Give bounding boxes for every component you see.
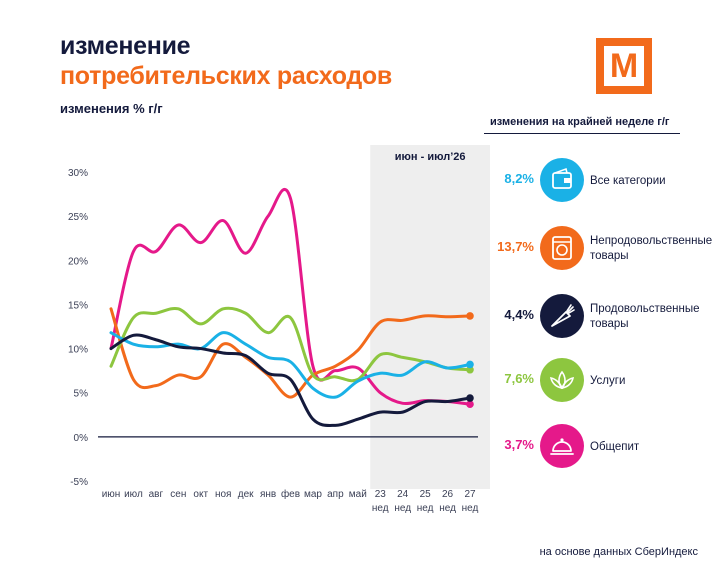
x-tick-label: янв: [260, 489, 276, 500]
y-tick-label: 25%: [68, 212, 88, 223]
legend-icon-circle: [540, 294, 584, 338]
legend-label: Услуги: [590, 375, 626, 387]
series-end-point-3: [466, 360, 474, 369]
x-tick-label: июл: [124, 489, 143, 500]
x-tick-label: 27: [464, 489, 476, 500]
y-tick-label: 5%: [74, 389, 89, 400]
series-end-point-1: [466, 312, 474, 320]
x-tick-label: окт: [193, 489, 208, 500]
legend-item-nonfood: 13,7% Непродовольственные товары: [490, 226, 712, 274]
legend-item-catering: 3,7% Общепит: [490, 424, 710, 472]
carrot-icon: [551, 304, 575, 327]
legend-label-line: Продовольственные: [590, 303, 700, 315]
legend-icon-circle: [540, 424, 584, 468]
logo-inner: [604, 46, 644, 86]
highlight-label: июн - июл’26: [395, 151, 466, 163]
x-tick-label: дек: [238, 489, 254, 500]
cloche-icon: [550, 438, 574, 455]
x-tick-label: сен: [170, 489, 186, 500]
x-tick-sublabel: нед: [394, 503, 411, 514]
washing-machine-icon: [552, 236, 572, 260]
legend-label: Все категории: [590, 175, 666, 187]
y-tick-label: 10%: [68, 345, 88, 356]
x-tick-label: 24: [397, 489, 409, 500]
legend-icon-circle: [540, 158, 584, 202]
x-tick-label: 26: [442, 489, 454, 500]
y-tick-label: 20%: [68, 256, 88, 267]
x-tick-label: май: [349, 489, 367, 500]
x-tick-label: апр: [327, 489, 344, 500]
series-line-4: [109, 333, 472, 427]
x-tick-label: июн: [102, 489, 121, 500]
legend-label-line: товары: [590, 318, 629, 330]
legend-label: Продовольственные товары: [590, 302, 700, 332]
x-tick-sublabel: нед: [372, 503, 389, 514]
legend-label: Непродовольственные товары: [590, 234, 712, 264]
x-tick-sublabel: нед: [462, 503, 479, 514]
chart-subtitle: изменения % г/г: [60, 101, 163, 116]
series-line-2: [109, 306, 472, 383]
legend-value: 13,7%: [497, 239, 534, 254]
legend-value: 8,2%: [504, 171, 534, 186]
legend-value: 7,6%: [504, 371, 534, 386]
lotus-icon: [549, 370, 575, 390]
series-end-point-0: [466, 400, 474, 408]
y-tick-label: -5%: [70, 477, 88, 488]
legend-divider: [484, 133, 680, 134]
x-tick-label: авг: [149, 489, 164, 500]
legend-value: 4,4%: [504, 307, 534, 322]
brand-logo: М: [596, 38, 652, 94]
x-tick-label: мар: [304, 489, 322, 500]
source-note: на основе данных СберИндекс: [539, 546, 698, 558]
legend-label-line: Непродовольственные: [590, 235, 713, 247]
legend-item-all: 8,2% Все категории: [490, 158, 710, 206]
series-line-0: [109, 188, 472, 406]
y-tick-label: 30%: [68, 168, 88, 179]
legend-label: Общепит: [590, 441, 640, 453]
legend-icon-circle: [540, 226, 584, 270]
wallet-icon: [552, 167, 572, 189]
legend-item-services: 7,6% Услуги: [490, 358, 710, 406]
legend-item-food: 4,4% Продовольственные товары: [490, 294, 710, 342]
page-title: изменение: [60, 32, 191, 60]
x-tick-sublabel: нед: [439, 503, 456, 514]
x-tick-label: 23: [375, 489, 387, 500]
legend-value: 3,7%: [504, 437, 534, 452]
legend-label-line: товары: [590, 250, 629, 262]
legend-icon-circle: [540, 358, 584, 402]
x-tick-label: фев: [281, 488, 300, 500]
x-tick-sublabel: нед: [417, 503, 434, 514]
logo-letter: М: [609, 47, 639, 85]
x-tick-label: 25: [420, 489, 432, 500]
series-line-1: [109, 307, 472, 399]
legend-header: изменения на крайней неделе г/г: [490, 116, 670, 128]
x-tick-label: ноя: [215, 489, 232, 500]
y-tick-label: 15%: [68, 300, 88, 311]
y-tick-label: 0%: [74, 433, 89, 444]
page-title-accent: потребительских расходов: [60, 62, 392, 90]
series-end-point-4: [466, 394, 474, 402]
series-end-point-2: [466, 365, 474, 374]
